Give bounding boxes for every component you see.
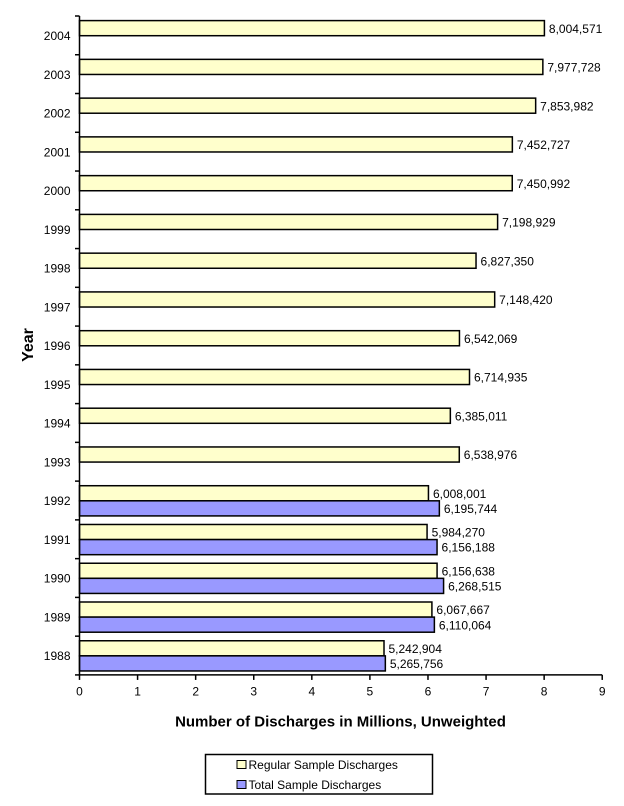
svg-text:2000: 2000 [44, 184, 71, 198]
svg-text:6,110,064: 6,110,064 [439, 618, 492, 632]
svg-text:1990: 1990 [44, 572, 71, 586]
svg-text:6,714,935: 6,714,935 [474, 371, 528, 385]
svg-text:7,452,727: 7,452,727 [517, 138, 571, 152]
svg-text:1988: 1988 [44, 649, 71, 663]
svg-text:Number of Discharges in Millio: Number of Discharges in Millions, Unweig… [175, 714, 506, 731]
svg-text:6,385,011: 6,385,011 [455, 409, 508, 423]
svg-text:1994: 1994 [44, 417, 71, 431]
svg-text:7,450,992: 7,450,992 [517, 177, 571, 191]
svg-text:6,827,350: 6,827,350 [481, 254, 535, 268]
svg-text:1991: 1991 [44, 533, 71, 547]
svg-text:7: 7 [483, 685, 490, 699]
svg-text:5,242,904: 5,242,904 [389, 642, 443, 656]
svg-text:0: 0 [76, 685, 83, 699]
svg-text:8,004,571: 8,004,571 [549, 22, 603, 36]
svg-text:Total Sample Discharges: Total Sample Discharges [249, 778, 382, 792]
svg-text:1996: 1996 [44, 339, 71, 353]
svg-text:8: 8 [541, 685, 548, 699]
svg-text:2004: 2004 [44, 29, 71, 43]
svg-text:4: 4 [308, 685, 315, 699]
svg-text:1992: 1992 [44, 494, 71, 508]
svg-text:Year: Year [20, 328, 37, 362]
svg-text:1993: 1993 [44, 455, 71, 469]
svg-text:2: 2 [192, 685, 199, 699]
svg-text:6,268,515: 6,268,515 [448, 579, 502, 593]
svg-text:2002: 2002 [44, 107, 71, 121]
svg-text:2001: 2001 [44, 145, 71, 159]
svg-text:1999: 1999 [44, 223, 71, 237]
svg-text:7,198,929: 7,198,929 [502, 216, 556, 230]
svg-text:1998: 1998 [44, 262, 71, 276]
svg-text:Regular Sample Discharges: Regular Sample Discharges [249, 758, 398, 772]
svg-text:5,265,756: 5,265,756 [390, 657, 444, 671]
svg-text:1997: 1997 [44, 300, 71, 314]
svg-text:6,156,188: 6,156,188 [442, 541, 496, 555]
svg-text:7,853,982: 7,853,982 [540, 99, 594, 113]
svg-text:6,156,638: 6,156,638 [442, 564, 496, 578]
svg-text:5,984,270: 5,984,270 [432, 526, 486, 540]
svg-text:9: 9 [599, 685, 606, 699]
svg-text:6,067,667: 6,067,667 [436, 603, 490, 617]
svg-text:6,008,001: 6,008,001 [433, 487, 487, 501]
svg-text:2003: 2003 [44, 68, 71, 82]
svg-text:7,148,420: 7,148,420 [499, 293, 553, 307]
svg-text:1989: 1989 [44, 610, 71, 624]
svg-text:5: 5 [367, 685, 374, 699]
svg-text:1: 1 [134, 685, 141, 699]
svg-text:6,542,069: 6,542,069 [464, 332, 518, 346]
svg-text:6: 6 [425, 685, 432, 699]
svg-text:3: 3 [250, 685, 257, 699]
svg-text:1995: 1995 [44, 378, 71, 392]
svg-text:6,538,976: 6,538,976 [464, 448, 518, 462]
svg-text:7,977,728: 7,977,728 [547, 61, 601, 75]
svg-text:6,195,744: 6,195,744 [444, 502, 498, 516]
